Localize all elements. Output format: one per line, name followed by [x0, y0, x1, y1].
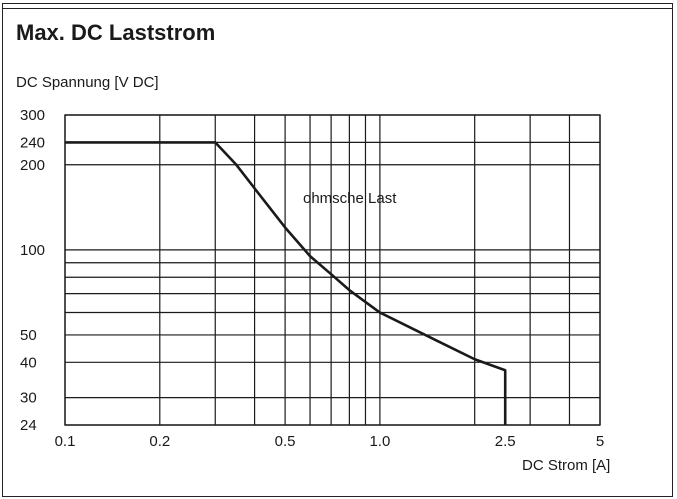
y-axis-label: DC Spannung [V DC]: [16, 74, 159, 91]
y-tick-label: 300: [20, 107, 45, 124]
plot-border: [64, 114, 601, 426]
chart-frame: [2, 3, 673, 497]
x-tick-label: 2.5: [495, 433, 516, 450]
x-tick-label: 1.0: [369, 433, 390, 450]
chart-title: Max. DC Laststrom: [16, 20, 216, 45]
series-group: [64, 141, 507, 425]
x-axis-label: DC Strom [A]: [522, 457, 610, 474]
y-tick-label: 24: [20, 417, 37, 434]
plot-border-rect: [64, 114, 601, 426]
y-tick-label: 40: [20, 354, 37, 371]
y-tick-label: 30: [20, 390, 37, 407]
series-line: [64, 141, 507, 425]
y-tick-label: 240: [20, 134, 45, 151]
annotation-ohmsche-last: ohmsche Last: [303, 190, 397, 207]
x-tick-label: 0.1: [55, 433, 76, 450]
x-tick-label: 0.2: [149, 433, 170, 450]
x-tick-label: 5: [596, 433, 604, 450]
tick-labels: 0.1 0.2 0.5 1.0 2.5 5 24 30 40 50 100 200 240 300: [20, 107, 604, 450]
x-tick-label: 0.5: [275, 433, 296, 450]
frame-top-rule: [2, 8, 673, 9]
grid-lines: [64, 114, 601, 426]
y-tick-label: 50: [20, 327, 37, 344]
y-tick-label: 200: [20, 157, 45, 174]
y-tick-label: 100: [20, 242, 45, 259]
